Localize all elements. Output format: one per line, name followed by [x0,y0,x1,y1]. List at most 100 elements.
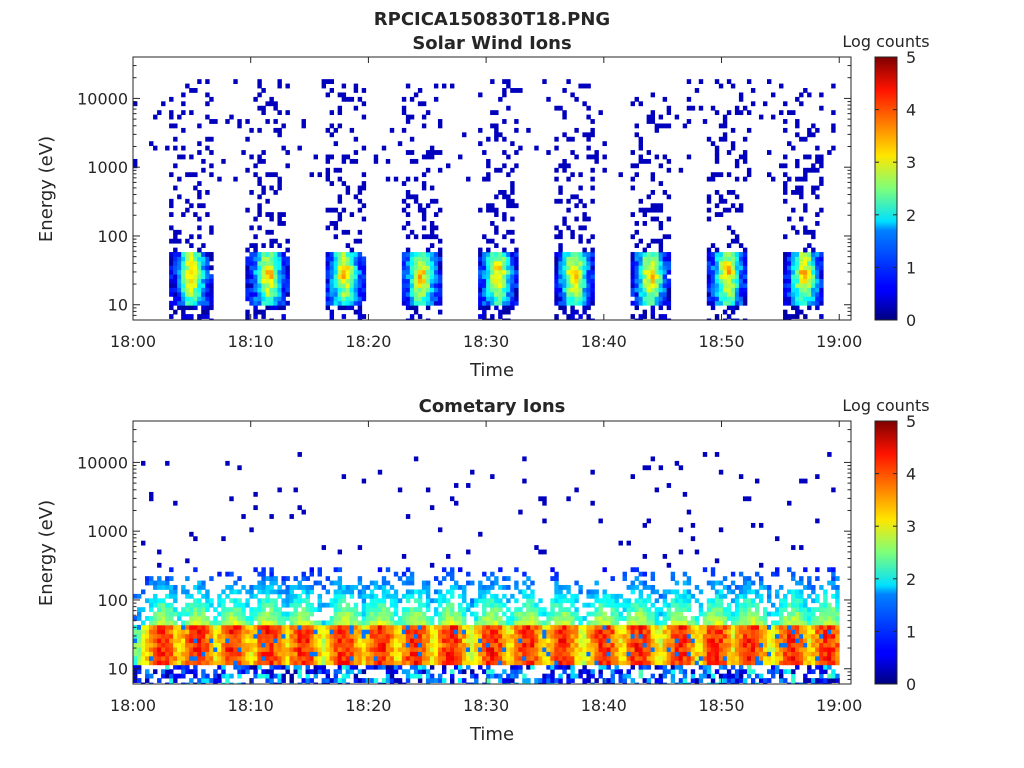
spectrogram-cell [413,669,419,675]
spectrogram-cell [253,234,258,240]
spectrogram-cell [642,620,648,626]
spectrogram-cell [437,291,443,297]
spectrogram-cell [349,660,355,666]
spectrogram-cell [486,291,491,297]
spectrogram-cell [169,110,174,116]
spectrogram-cell [474,678,479,683]
spectrogram-cell [389,616,395,621]
spectrogram-cell [401,629,407,635]
spectrogram-cell [474,598,479,604]
spectrogram-cell [506,287,511,293]
spectrogram-cell [494,620,499,626]
spectrogram-cell [702,673,708,679]
spectrogram-cell [674,660,680,666]
spectrogram-cell [429,638,435,644]
spectrogram-cell [293,598,298,604]
spectrogram-cell [333,252,339,257]
spectrogram-cell [285,633,290,639]
spectrogram-cell [165,460,170,466]
spectrogram-cell [357,260,363,266]
spectrogram-cell [783,185,788,191]
spectrogram-cell [498,660,503,666]
spectrogram-cell [333,141,339,147]
spectrogram-cell [803,176,808,182]
spectrogram-cell [409,296,415,302]
spectrogram-cell [514,607,519,613]
spectrogram-cell [482,585,487,590]
spectrogram-cell [590,593,595,599]
spectrogram-cell [650,629,656,635]
spectrogram-cell [578,252,583,257]
spectrogram-cell [193,274,198,280]
spectrogram-cell [169,287,174,293]
spectrogram-cell [265,198,270,204]
spectrogram-cell [490,287,495,293]
spectrogram-cell [634,221,639,226]
spectrogram-cell [417,607,423,613]
spectrogram-cell [249,655,254,661]
spectrogram-cell [478,616,483,621]
spectrogram-cell [558,589,563,595]
spectrogram-cell [678,655,684,661]
spectrogram-cell [281,638,286,644]
spectrogram-cell [478,664,483,670]
spectrogram-cell [337,638,343,644]
spectrogram-cell [682,629,688,635]
spectrogram-cell [662,624,668,630]
spectrogram-cell [502,624,507,630]
spectrogram-cell [329,314,335,319]
spectrogram-cell [337,198,343,204]
spectrogram-cell [658,274,664,280]
spectrogram-cell [638,145,644,151]
spectrogram-cell [586,105,591,111]
spectrogram-cell [602,633,607,639]
spectrogram-cell [654,655,660,661]
spectrogram-cell [658,260,664,266]
spectrogram-cell [734,278,740,284]
spectrogram-cell [807,260,812,266]
spectrogram-cell [249,256,254,262]
spectrogram-cell [787,274,792,280]
spectrogram-cell [630,678,635,683]
spectrogram-cell [209,678,214,683]
spectrogram-cell [702,664,708,670]
spectrogram-cell [502,287,507,293]
spectrogram-cell [189,256,194,262]
spectrogram-cell [253,96,258,102]
spectrogram-cell [642,629,648,635]
spectrogram-cell [401,647,407,652]
spectrogram-cell [253,265,258,271]
spectrogram-cell [217,647,222,652]
spectrogram-cell [149,651,154,657]
spectrogram-cell [345,265,351,271]
spectrogram-cell [678,167,684,173]
spectrogram-cell [815,154,820,160]
spectrogram-cell [357,638,363,644]
spectrogram-cell [193,305,198,311]
spectrogram-cell [714,260,720,266]
spectrogram-cell [474,624,479,630]
spectrogram-cell [494,194,499,200]
spectrogram-cell [289,647,294,652]
spectrogram-cell [811,185,816,191]
spectrogram-cell [413,673,419,679]
spectrogram-cell [233,629,238,635]
spectrogram-cell [602,602,607,608]
spectrogram-cell [337,110,343,116]
spectrogram-cell [462,647,467,652]
spectrogram-cell [494,651,499,657]
spectrogram-cell [413,176,419,182]
spectrogram-cell [393,664,399,670]
spectrogram-cell [249,283,254,288]
spectrogram-cell [269,274,274,280]
spectrogram-cell [474,629,479,635]
spectrogram-cell [678,664,684,670]
spectrogram-cell [811,274,816,280]
spectrogram-cell [141,651,146,657]
spectrogram-cell [642,300,648,306]
spectrogram-cell [409,651,415,657]
spectrogram-cell [269,585,274,590]
spectrogram-cell [173,234,178,240]
spectrogram-cell [634,611,639,617]
spectrogram-cell [666,305,672,311]
